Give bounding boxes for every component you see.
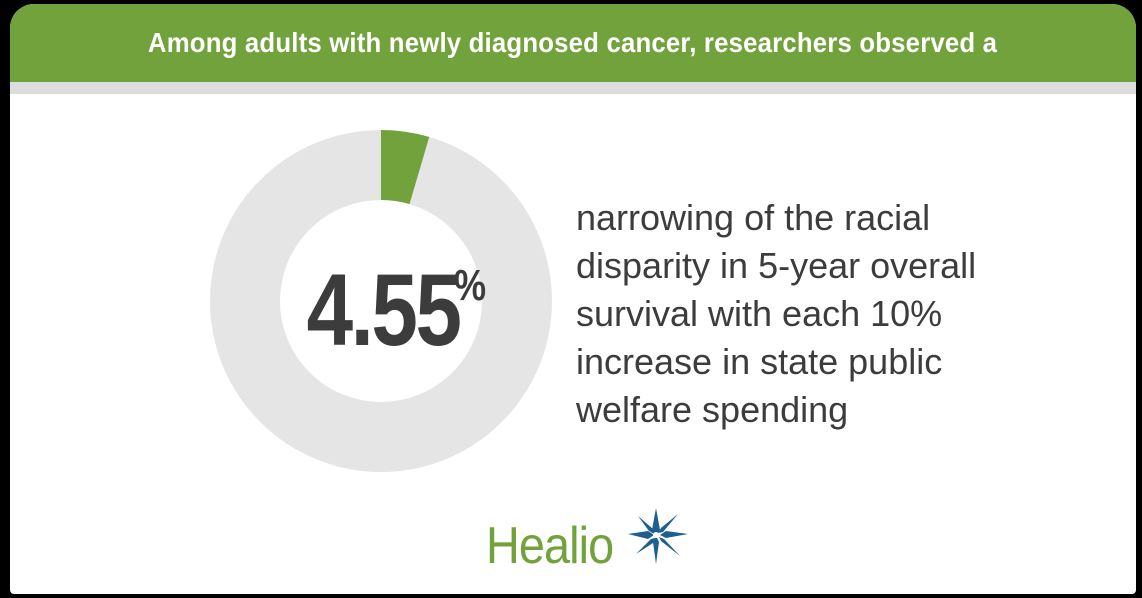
description-line: welfare spending bbox=[576, 389, 849, 430]
statistic-value: 4.55 bbox=[306, 253, 462, 367]
description-line: narrowing of the racial bbox=[576, 197, 931, 238]
banner-divider bbox=[10, 82, 1136, 94]
description-line: survival with each 10% bbox=[576, 293, 943, 334]
headline-banner: Among adults with newly diagnosed cancer… bbox=[10, 4, 1136, 82]
star-burst-icon bbox=[628, 508, 688, 564]
description-line: increase in state public bbox=[576, 341, 943, 382]
healio-logo: Healio bbox=[486, 508, 706, 580]
statistic-unit: % bbox=[453, 261, 486, 310]
infographic-card: Among adults with newly diagnosed cancer… bbox=[10, 4, 1136, 594]
percentage-donut bbox=[210, 130, 552, 472]
statistic-description: narrowing of the racial disparity in 5-y… bbox=[576, 194, 1076, 434]
headline-text: Among adults with newly diagnosed cancer… bbox=[148, 27, 998, 58]
headline-statistic: 4.55 % bbox=[258, 258, 508, 368]
description-line: disparity in 5-year overall bbox=[576, 245, 977, 286]
logo-wordmark: Healio bbox=[486, 517, 614, 575]
donut-progress-arc bbox=[381, 130, 430, 205]
